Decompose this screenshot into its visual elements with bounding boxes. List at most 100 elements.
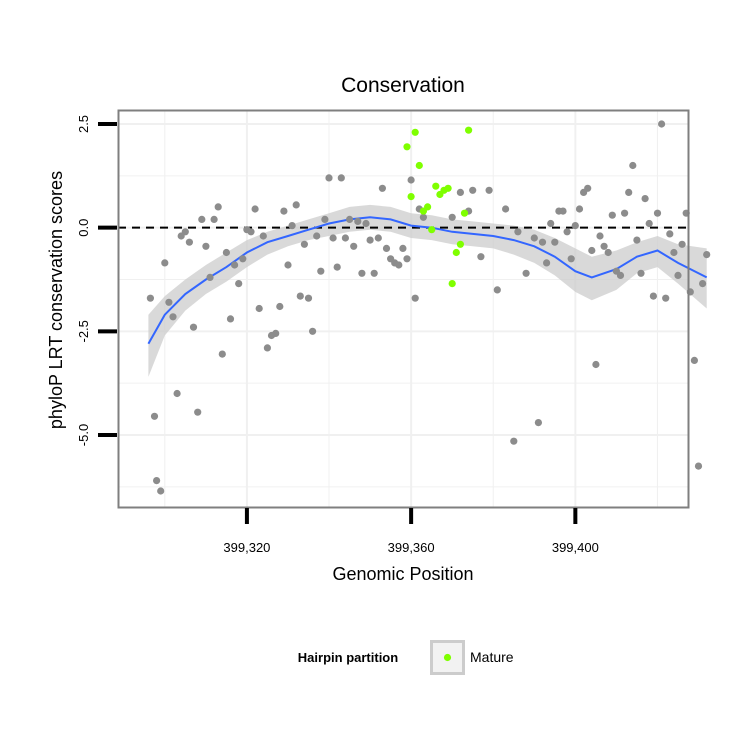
data-point (366, 236, 374, 244)
x-tick-label: 399,360 (388, 540, 435, 555)
mature-point (428, 226, 436, 234)
data-point (477, 253, 485, 261)
data-point (189, 323, 198, 331)
data-point (411, 294, 419, 302)
data-point (280, 207, 288, 215)
data-point (469, 186, 477, 194)
data-point (210, 215, 218, 223)
smooth-layer (147, 216, 708, 345)
loess-smooth-line (147, 216, 708, 345)
data-point (534, 419, 543, 427)
data-point (378, 184, 386, 192)
data-point (584, 184, 592, 192)
data-point (674, 271, 682, 279)
x-axis-label: Genomic Position (332, 564, 473, 584)
data-point (625, 188, 633, 196)
data-point (662, 294, 670, 302)
data-point (407, 176, 415, 184)
data-point (173, 389, 181, 398)
data-point (616, 271, 625, 279)
data-point (226, 315, 235, 323)
data-point (259, 232, 267, 240)
data-point (567, 255, 575, 263)
data-point (592, 360, 600, 369)
data-point (502, 205, 510, 213)
data-point (255, 304, 263, 313)
mature-point (424, 203, 432, 211)
data-point (153, 477, 161, 485)
data-point (251, 205, 259, 213)
data-point (588, 246, 596, 255)
data-point (206, 273, 214, 281)
data-point (600, 242, 608, 250)
mature-point (407, 193, 415, 201)
data-point (703, 251, 711, 259)
mature-point (444, 184, 452, 192)
data-point (218, 350, 226, 358)
data-point (666, 230, 674, 238)
data-point (419, 213, 427, 221)
data-point (313, 232, 321, 240)
data-point (575, 205, 584, 213)
data-point (358, 269, 366, 277)
data-point (633, 236, 641, 244)
data-point (596, 232, 604, 240)
data-point (563, 228, 571, 236)
data-point (547, 219, 555, 228)
data-point (329, 234, 337, 242)
data-point (637, 269, 645, 277)
y-axis-label: phyloP LRT conservation scores (46, 171, 66, 429)
data-point (146, 294, 154, 302)
data-point (247, 228, 255, 236)
legend-title: Hairpin partition (298, 650, 398, 665)
data-point (399, 244, 407, 252)
y-tick-label: -5.0 (76, 424, 91, 446)
data-point (341, 234, 349, 242)
chart-title: Conservation (341, 74, 465, 97)
data-point (276, 302, 284, 311)
mature-point (456, 240, 464, 248)
data-point (448, 213, 456, 221)
mature-point (411, 128, 419, 136)
mature-point (432, 182, 440, 190)
data-point (543, 259, 551, 267)
data-point (571, 222, 579, 230)
y-tick-label: 0.0 (76, 219, 91, 237)
data-point (370, 269, 378, 277)
data-point (194, 408, 202, 416)
data-point (559, 207, 567, 215)
data-point (272, 329, 280, 337)
mature-point (403, 143, 411, 151)
confidence-ribbon (148, 204, 707, 377)
data-point (304, 294, 313, 302)
ribbon-layer (148, 204, 707, 377)
data-point (493, 286, 501, 294)
data-point (485, 186, 493, 194)
mature-point (452, 248, 460, 257)
data-point (456, 188, 464, 196)
data-point (333, 263, 341, 271)
data-point (522, 269, 530, 277)
data-point (530, 234, 538, 242)
y-tick-label: 2.5 (76, 115, 91, 133)
data-point (658, 120, 666, 128)
panel-border (117, 109, 690, 509)
data-point (181, 228, 189, 236)
data-point (403, 255, 411, 263)
data-point (292, 201, 300, 209)
data-point (514, 228, 522, 236)
data-point (629, 161, 637, 170)
data-point (202, 242, 210, 250)
data-point (395, 261, 403, 269)
data-point (284, 261, 292, 269)
data-point (231, 261, 239, 269)
data-point (214, 203, 222, 211)
data-point (185, 238, 193, 246)
data-point (337, 174, 345, 182)
mature-point (465, 126, 473, 134)
data-point (169, 313, 177, 321)
data-point (645, 219, 653, 228)
data-point (350, 242, 358, 250)
data-point (157, 487, 165, 495)
